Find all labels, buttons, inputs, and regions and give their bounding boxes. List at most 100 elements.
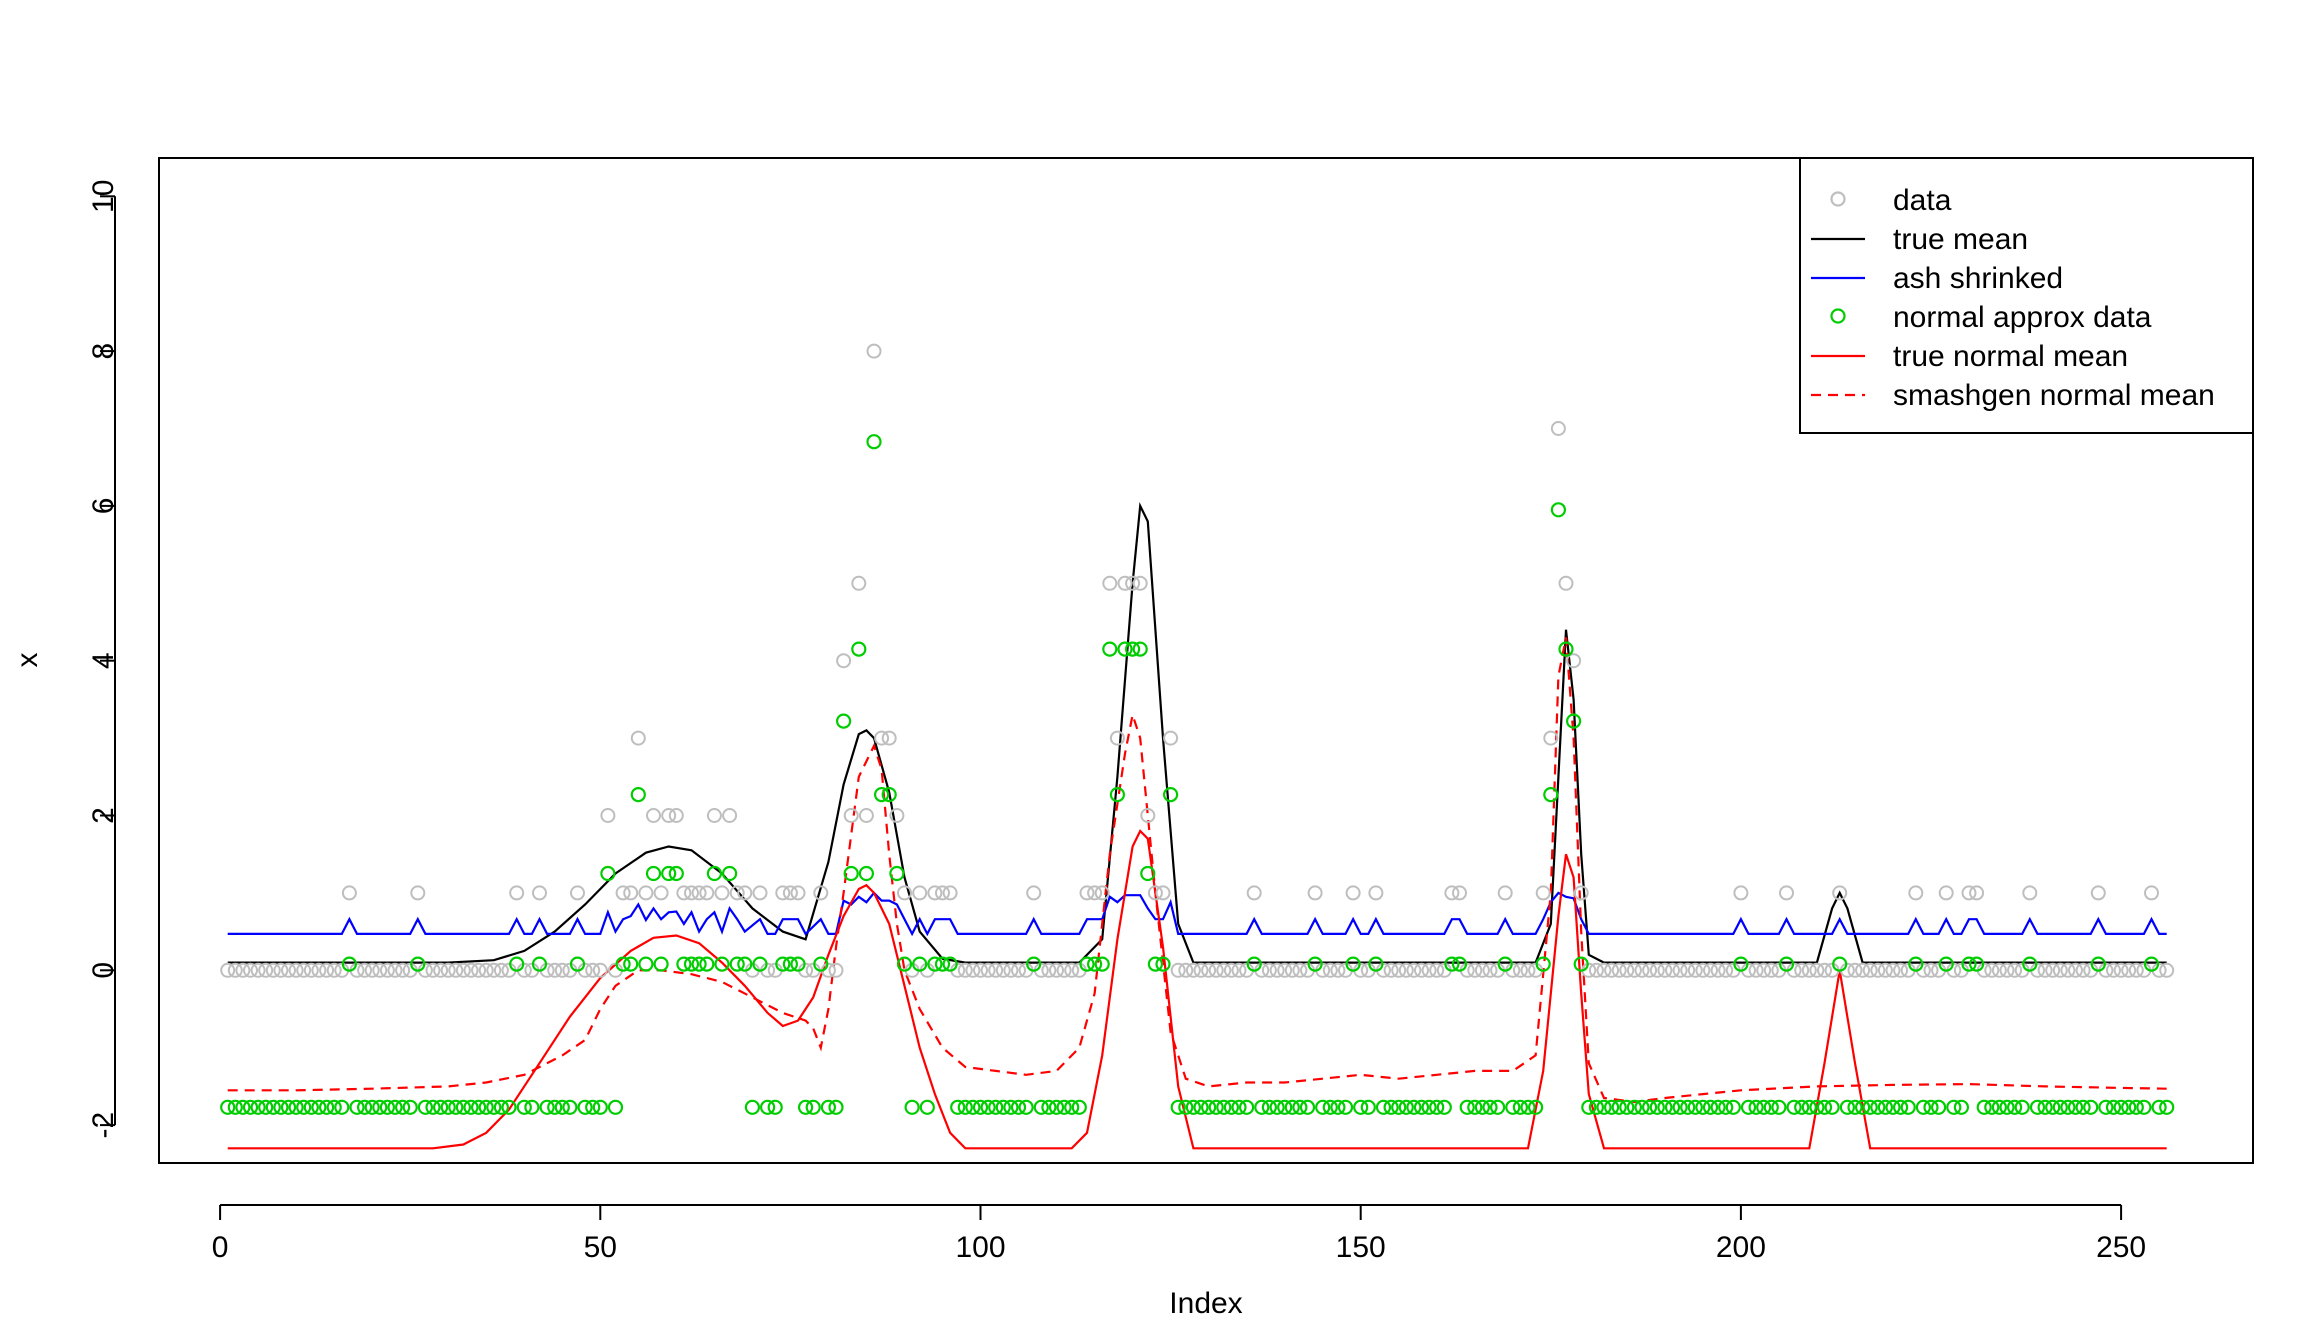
normal-approx-point: [1664, 1099, 1681, 1115]
data-point: [1117, 575, 1133, 591]
normal-approx-point: [1687, 1099, 1703, 1115]
normal-approx-point: [1048, 1099, 1065, 1115]
normal-approx-point: [1976, 1099, 1992, 1115]
data-point: [782, 885, 798, 901]
y-tick-label: 10: [87, 180, 120, 213]
data-point: [273, 962, 289, 978]
data-point: [1817, 962, 1832, 978]
data-point: [372, 962, 388, 978]
data-point: [1155, 885, 1171, 901]
normal-approx-point: [957, 1099, 973, 1115]
data-point: [790, 885, 806, 901]
normal-approx-point: [493, 1099, 509, 1115]
normal-approx-point: [1368, 956, 1384, 972]
normal-approx-point: [235, 1099, 251, 1115]
normal-approx-point: [744, 1099, 761, 1115]
x-tick-label: 0: [212, 1231, 229, 1264]
data-point: [1832, 885, 1848, 901]
normal-approx-point: [1527, 1099, 1544, 1115]
data-point: [980, 962, 996, 978]
normal-approx-point: [1809, 1099, 1825, 1115]
normal-approx-point: [1641, 1099, 1658, 1115]
normal-approx-point: [1733, 956, 1749, 972]
data-point: [235, 962, 251, 978]
normal-approx-point: [539, 1099, 555, 1115]
normal-approx-point: [1588, 1099, 1605, 1115]
normal-approx-point: [676, 956, 692, 972]
normal-approx-point: [319, 1099, 335, 1115]
x-tick-label: 50: [584, 1231, 617, 1264]
normal-approx-point: [1930, 1099, 1947, 1115]
normal-approx-point: [1725, 1099, 1741, 1115]
data-point: [1216, 962, 1232, 978]
normal-approx-point: [1657, 1099, 1673, 1115]
normal-approx-point: [873, 786, 890, 803]
data-point: [881, 730, 897, 746]
normal-approx-point: [912, 956, 928, 972]
data-point: [1588, 962, 1604, 978]
data-point: [676, 885, 692, 901]
normal-approx-point: [1018, 1099, 1034, 1115]
y-tick-label: 8: [87, 343, 120, 360]
data-point: [1543, 730, 1559, 746]
normal-approx-point: [1778, 956, 1795, 972]
normal-approx-point: [1109, 786, 1126, 803]
data-point: [326, 962, 342, 978]
normal-approx-point: [1383, 1099, 1399, 1115]
normal-approx-point: [1178, 1099, 1194, 1115]
data-point: [2128, 962, 2144, 978]
normal-approx-point: [1505, 1099, 1521, 1115]
normal-approx-point: [1946, 1099, 1962, 1115]
normal-approx-point: [965, 1099, 981, 1115]
normal-approx-point: [2014, 1099, 2030, 1115]
data-point: [1467, 962, 1483, 978]
normal-approx-point: [1915, 1099, 1932, 1115]
data-point: [1763, 962, 1779, 978]
data-point: [661, 808, 677, 823]
data-point: [1368, 885, 1384, 901]
data-point: [1969, 885, 1985, 901]
y-tick-label: 2: [87, 807, 120, 824]
data-point: [471, 962, 487, 978]
data-point: [1512, 962, 1528, 978]
normal-approx-point: [737, 956, 753, 972]
data-point: [1573, 885, 1589, 901]
normal-approx-point: [919, 1099, 935, 1115]
x-tick-label: 100: [955, 1231, 1005, 1264]
normal-approx-point: [577, 1099, 593, 1115]
normal-approx-point: [1398, 1099, 1414, 1115]
normal-approx-point: [691, 956, 707, 972]
data-point: [258, 962, 274, 978]
data-point: [1665, 962, 1680, 978]
normal-approx-point: [1079, 956, 1095, 972]
data-point: [1984, 962, 2000, 978]
normal-approx-point: [1216, 1099, 1232, 1115]
data-point: [1794, 962, 1810, 978]
normal-approx-point: [1307, 956, 1323, 972]
data-point: [638, 885, 654, 901]
data-point: [1079, 885, 1095, 901]
data-point: [1041, 962, 1057, 978]
normal-approx-point: [296, 1099, 312, 1115]
normal-approx-point: [1345, 956, 1361, 972]
normal-approx-point: [881, 786, 897, 803]
data-point: [1619, 962, 1635, 978]
normal-approx-point: [592, 1099, 608, 1115]
normal-approx-point: [471, 1099, 487, 1115]
data-point: [532, 885, 547, 901]
normal-approx-point: [425, 1099, 441, 1115]
data-point: [874, 730, 890, 746]
data-point: [425, 962, 441, 978]
normal-approx-point: [1968, 956, 1985, 972]
y-axis: -2 0 2 4 6 8 10: [87, 180, 120, 1139]
data-point: [440, 962, 456, 978]
normal-approx-point: [1102, 641, 1118, 657]
legend-label: true normal mean: [1893, 340, 2128, 373]
normal-approx-point: [1413, 1099, 1430, 1115]
x-tick-label: 150: [1336, 1231, 1386, 1264]
normal-approx-point: [1208, 1099, 1224, 1115]
normal-approx-point: [341, 956, 357, 972]
normal-approx-point: [1794, 1099, 1810, 1115]
data-point: [653, 885, 669, 901]
